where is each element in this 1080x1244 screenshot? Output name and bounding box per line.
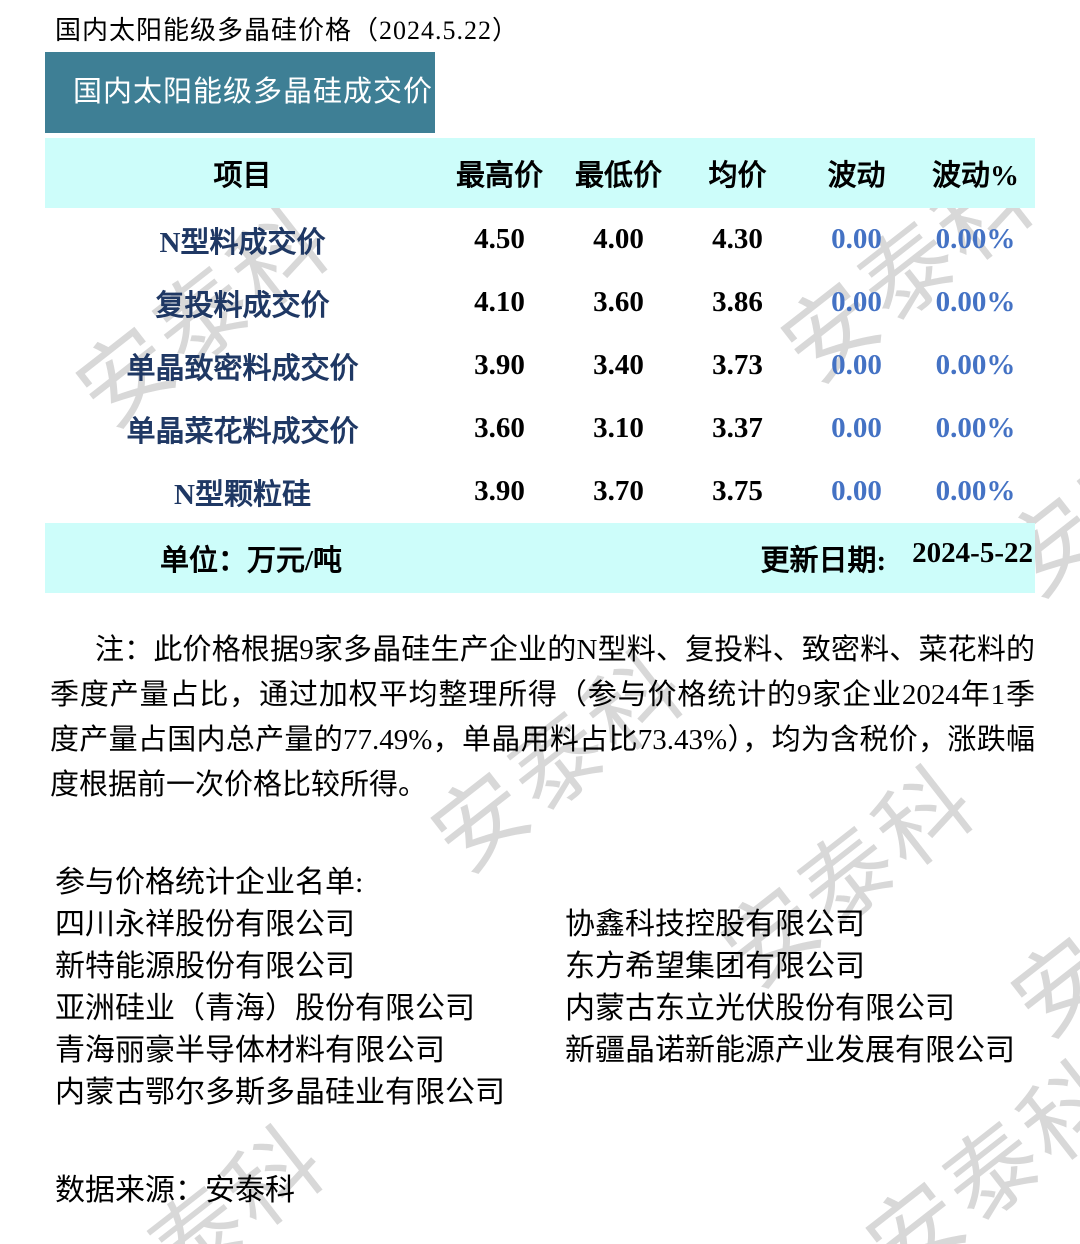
column-header-high: 最高价	[455, 160, 543, 192]
table-row: 复投料成交价 4.10 3.60 3.86 0.00 0.00%	[45, 271, 1035, 334]
row-high: 4.10	[474, 286, 525, 318]
update-date-value: 2024-5-22	[912, 537, 1033, 569]
update-date-group: 更新日期: 2024-5-22	[761, 537, 1034, 579]
row-label: N型料成交价	[159, 226, 326, 259]
table-row: 单晶菜花料成交价 3.60 3.10 3.37 0.00 0.00%	[45, 397, 1035, 460]
company-list-heading: 参与价格统计企业名单:	[55, 866, 364, 899]
row-avg: 3.37	[712, 412, 763, 444]
unit-label: 单位：万元/吨	[160, 545, 343, 577]
row-change-pct: 0.00%	[935, 223, 1016, 255]
row-high: 3.90	[474, 349, 525, 381]
table-header-row: 项目 最高价 最低价 均价 波动 波动%	[45, 138, 1035, 208]
row-label: 单晶菜花料成交价	[126, 415, 359, 448]
row-low: 3.70	[593, 475, 644, 507]
data-source: 数据来源：安泰科	[55, 1174, 295, 1207]
row-change: 0.00	[831, 286, 882, 318]
company-row: 青海丽豪半导体材料有限公司 新疆晶诺新能源产业发展有限公司	[55, 1030, 1040, 1072]
table-row: 单晶致密料成交价 3.90 3.40 3.73 0.00 0.00%	[45, 334, 1035, 397]
row-change: 0.00	[831, 475, 882, 507]
company-list: 参与价格统计企业名单: 四川永祥股份有限公司 协鑫科技控股有限公司 新特能源股份…	[55, 862, 1040, 1114]
company-name: 协鑫科技控股有限公司	[565, 908, 865, 941]
company-name	[565, 1072, 1040, 1114]
section-badge: 国内太阳能级多晶硅成交价	[45, 52, 435, 133]
company-name: 内蒙古鄂尔多斯多晶硅业有限公司	[55, 1076, 505, 1109]
table-row: N型颗粒硅 3.90 3.70 3.75 0.00 0.00%	[45, 460, 1035, 523]
company-name: 新特能源股份有限公司	[55, 950, 355, 983]
row-change-pct: 0.00%	[935, 412, 1016, 444]
row-change: 0.00	[831, 223, 882, 255]
row-change-pct: 0.00%	[935, 286, 1016, 318]
price-table: 项目 最高价 最低价 均价 波动 波动% N型料成交价 4.50 4.00 4.…	[45, 138, 1035, 593]
row-avg: 3.86	[712, 286, 763, 318]
column-header-change-pct: 波动%	[931, 160, 1019, 192]
row-label: 复投料成交价	[155, 289, 330, 322]
column-header-item: 项目	[213, 160, 272, 192]
row-avg: 3.75	[712, 475, 763, 507]
row-change: 0.00	[831, 349, 882, 381]
company-row: 内蒙古鄂尔多斯多晶硅业有限公司	[55, 1072, 1040, 1114]
company-name: 四川永祥股份有限公司	[55, 908, 355, 941]
company-name: 东方希望集团有限公司	[565, 950, 865, 983]
row-change-pct: 0.00%	[935, 349, 1016, 381]
company-name: 亚洲硅业（青海）股份有限公司	[55, 992, 475, 1025]
row-high: 3.90	[474, 475, 525, 507]
company-row: 四川永祥股份有限公司 协鑫科技控股有限公司	[55, 904, 1040, 946]
row-avg: 3.73	[712, 349, 763, 381]
row-high: 3.60	[474, 412, 525, 444]
row-change-pct: 0.00%	[935, 475, 1016, 507]
company-row: 亚洲硅业（青海）股份有限公司 内蒙古东立光伏股份有限公司	[55, 988, 1040, 1030]
column-header-low: 最低价	[574, 160, 662, 192]
table-row: N型料成交价 4.50 4.00 4.30 0.00 0.00%	[45, 208, 1035, 271]
row-avg: 4.30	[712, 223, 763, 255]
row-low: 3.60	[593, 286, 644, 318]
table-footer-row: 单位：万元/吨 更新日期: 2024-5-22	[45, 523, 1035, 593]
row-label: 单晶致密料成交价	[126, 352, 359, 385]
company-name: 内蒙古东立光伏股份有限公司	[565, 992, 955, 1025]
update-date-label: 更新日期:	[760, 545, 887, 577]
company-row: 新特能源股份有限公司 东方希望集团有限公司	[55, 946, 1040, 988]
row-label: N型颗粒硅	[174, 478, 311, 511]
row-low: 4.00	[593, 223, 644, 255]
company-name: 青海丽豪半导体材料有限公司	[55, 1034, 445, 1067]
page-title: 国内太阳能级多晶硅价格（2024.5.22）	[55, 16, 520, 45]
column-header-change: 波动	[827, 160, 886, 192]
row-high: 4.50	[474, 223, 525, 255]
row-low: 3.10	[593, 412, 644, 444]
note-paragraph: 注：此价格根据9家多晶硅生产企业的N型料、复投料、致密料、菜花料的季度产量占比，…	[50, 634, 1035, 801]
company-name: 新疆晶诺新能源产业发展有限公司	[565, 1034, 1015, 1067]
column-header-avg: 均价	[708, 160, 767, 192]
row-low: 3.40	[593, 349, 644, 381]
row-change: 0.00	[831, 412, 882, 444]
